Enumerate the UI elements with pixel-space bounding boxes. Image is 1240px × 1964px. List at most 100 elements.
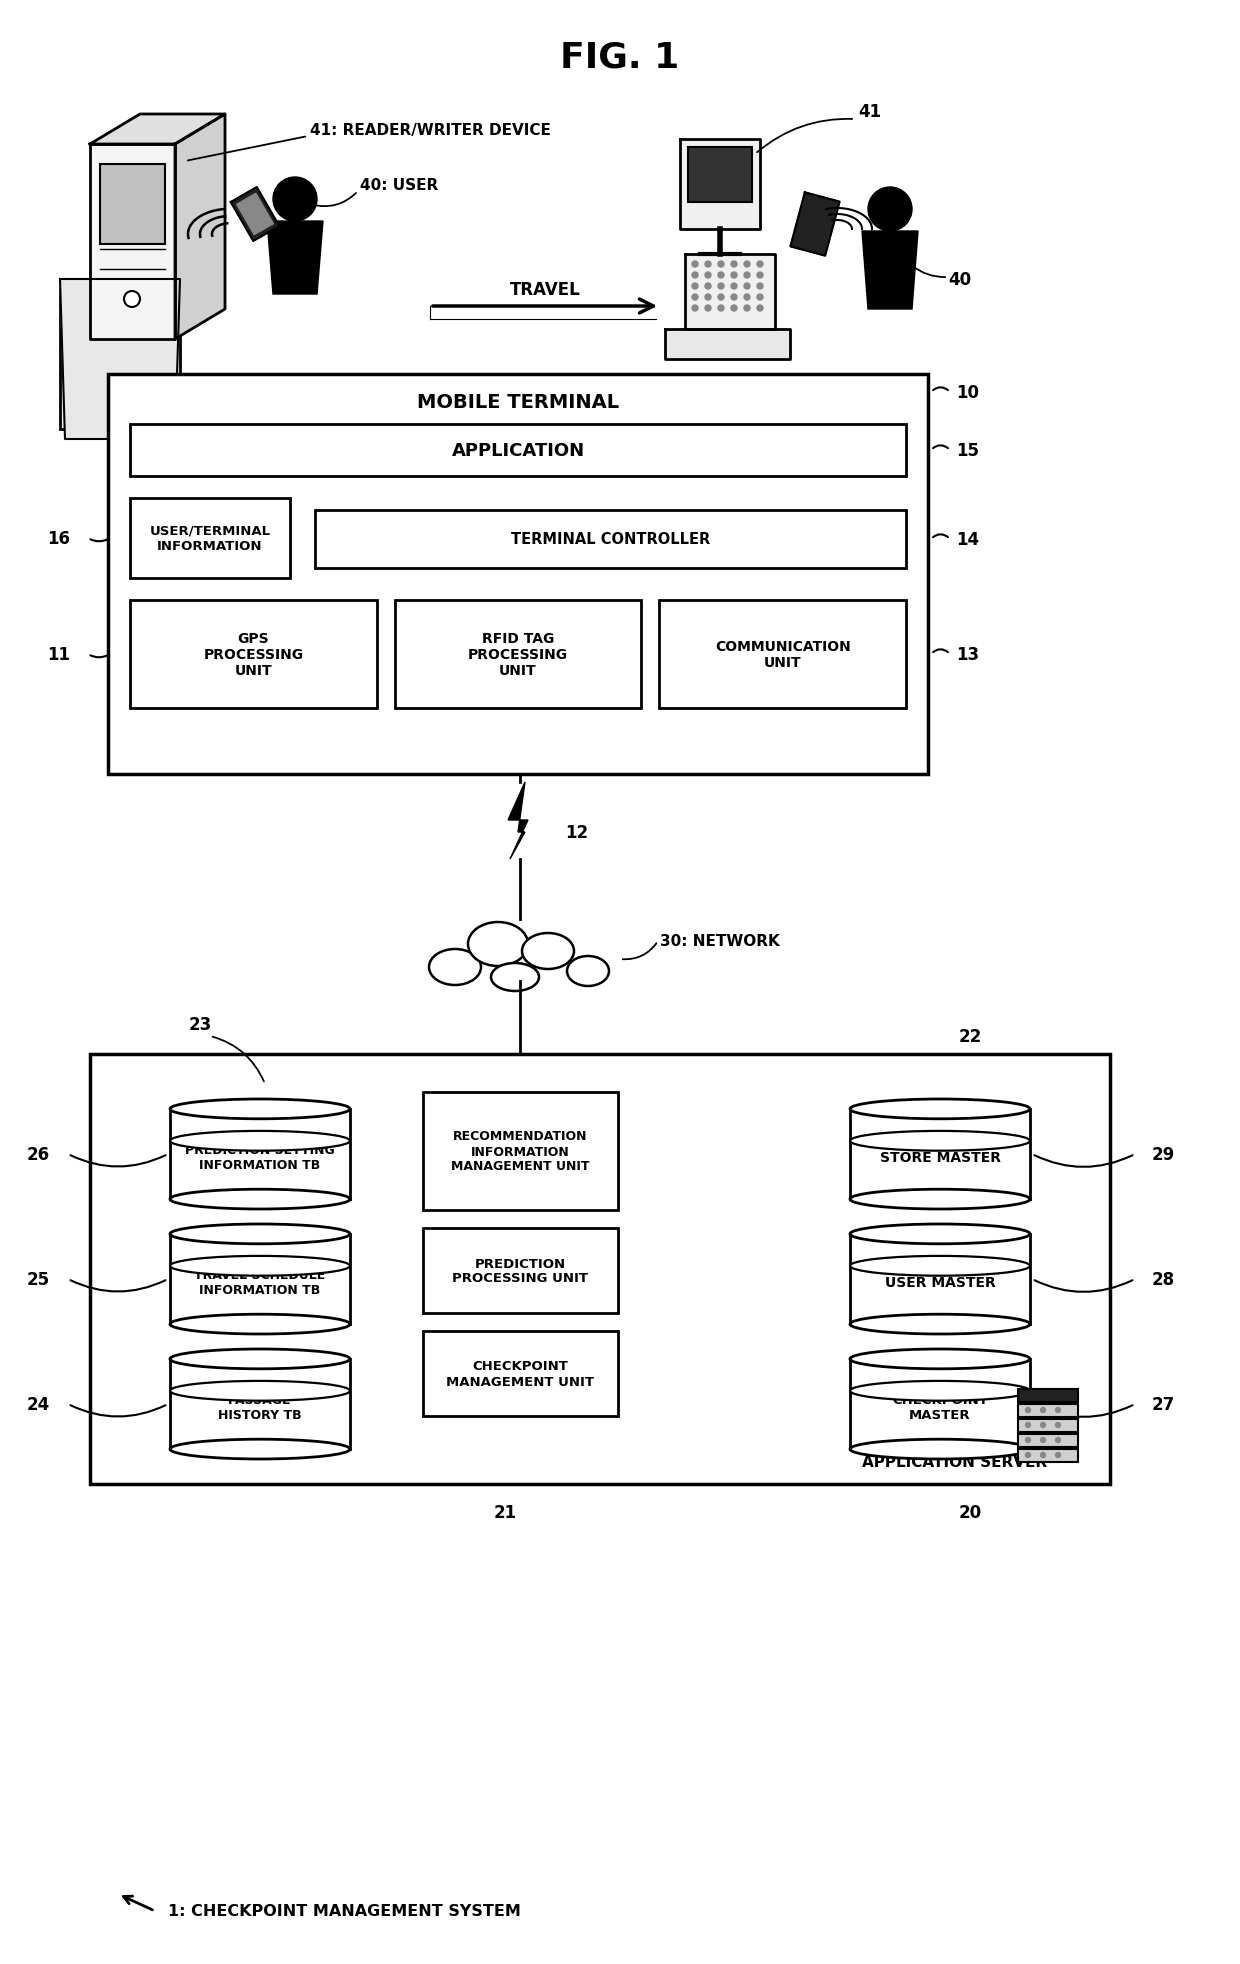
Polygon shape [237, 194, 273, 236]
Circle shape [692, 295, 698, 300]
Circle shape [718, 285, 724, 291]
Bar [315, 511, 906, 570]
Bar [849, 1359, 1030, 1449]
Circle shape [692, 285, 698, 291]
Bar [170, 1233, 350, 1324]
Text: 24: 24 [27, 1394, 50, 1414]
Circle shape [1055, 1438, 1060, 1444]
Text: 41: 41 [858, 102, 882, 122]
Circle shape [692, 261, 698, 267]
Bar [1018, 1420, 1078, 1432]
Circle shape [1040, 1408, 1045, 1412]
Circle shape [744, 273, 750, 279]
Text: MOBILE TERMINAL: MOBILE TERMINAL [417, 393, 619, 412]
Text: 41: READER/WRITER DEVICE: 41: READER/WRITER DEVICE [310, 122, 551, 137]
Circle shape [732, 285, 737, 291]
Circle shape [718, 261, 724, 267]
Text: PASSAGE
HISTORY TB: PASSAGE HISTORY TB [218, 1392, 301, 1422]
Circle shape [732, 306, 737, 312]
Bar [423, 1332, 618, 1416]
Text: 15: 15 [956, 442, 980, 460]
Polygon shape [684, 255, 775, 330]
Ellipse shape [170, 1440, 350, 1459]
Polygon shape [665, 330, 790, 359]
Circle shape [744, 261, 750, 267]
Ellipse shape [170, 1190, 350, 1210]
Text: USER MASTER: USER MASTER [884, 1275, 996, 1288]
Text: 1: CHECKPOINT MANAGEMENT SYSTEM: 1: CHECKPOINT MANAGEMENT SYSTEM [167, 1903, 521, 1919]
Text: 14: 14 [956, 530, 980, 548]
Text: 22: 22 [959, 1027, 982, 1045]
Text: 11: 11 [47, 646, 69, 664]
Text: 28: 28 [1152, 1271, 1176, 1288]
Ellipse shape [170, 1100, 350, 1119]
Circle shape [692, 306, 698, 312]
Ellipse shape [849, 1314, 1030, 1334]
Text: TRAVEL SCHEDULE
INFORMATION TB: TRAVEL SCHEDULE INFORMATION TB [195, 1269, 326, 1296]
Ellipse shape [849, 1224, 1030, 1243]
Circle shape [1040, 1453, 1045, 1457]
Circle shape [706, 273, 711, 279]
Bar [1018, 1404, 1078, 1418]
Bar [849, 1110, 1030, 1200]
Text: TRAVEL: TRAVEL [510, 281, 580, 299]
Circle shape [1055, 1422, 1060, 1428]
Circle shape [1040, 1422, 1045, 1428]
Circle shape [1025, 1408, 1030, 1412]
Bar [91, 1055, 1110, 1485]
Text: 13: 13 [956, 646, 980, 664]
Text: PREDICTION SETTING
INFORMATION TB: PREDICTION SETTING INFORMATION TB [185, 1143, 335, 1171]
Text: 25: 25 [27, 1271, 50, 1288]
Text: RFID TAG
PROCESSING
UNIT: RFID TAG PROCESSING UNIT [467, 632, 568, 678]
Polygon shape [91, 145, 175, 340]
Text: FIG. 1: FIG. 1 [560, 41, 680, 75]
Text: 12: 12 [565, 823, 588, 841]
Text: APPLICATION: APPLICATION [451, 442, 584, 460]
Polygon shape [60, 279, 180, 440]
Polygon shape [231, 189, 279, 242]
Text: GPS
PROCESSING
UNIT: GPS PROCESSING UNIT [203, 632, 304, 678]
Text: CHECKPOINT
MANAGEMENT UNIT: CHECKPOINT MANAGEMENT UNIT [446, 1359, 594, 1389]
Ellipse shape [849, 1100, 1030, 1119]
Circle shape [706, 295, 711, 300]
Text: 23: 23 [188, 1015, 212, 1033]
Ellipse shape [567, 956, 609, 986]
Text: USER/TERMINAL
INFORMATION: USER/TERMINAL INFORMATION [150, 524, 270, 552]
Circle shape [706, 285, 711, 291]
Circle shape [756, 285, 763, 291]
Bar [130, 499, 290, 579]
Polygon shape [508, 782, 528, 860]
Bar [1018, 1449, 1078, 1463]
Circle shape [718, 295, 724, 300]
Polygon shape [790, 192, 839, 257]
Ellipse shape [170, 1131, 350, 1151]
Circle shape [1055, 1408, 1060, 1412]
Circle shape [124, 293, 140, 308]
Polygon shape [91, 116, 224, 145]
Text: 21: 21 [494, 1502, 517, 1522]
Bar [423, 1228, 618, 1314]
Circle shape [744, 295, 750, 300]
Circle shape [1040, 1438, 1045, 1444]
Circle shape [732, 295, 737, 300]
Text: APPLICATION SERVER: APPLICATION SERVER [863, 1455, 1048, 1469]
Bar [1018, 1434, 1078, 1447]
Bar [108, 375, 928, 774]
Ellipse shape [170, 1381, 350, 1400]
Circle shape [273, 179, 317, 222]
Circle shape [744, 285, 750, 291]
Circle shape [706, 261, 711, 267]
Bar [423, 1092, 618, 1210]
Polygon shape [175, 116, 224, 340]
Text: 10: 10 [956, 383, 980, 403]
Polygon shape [267, 222, 322, 295]
Ellipse shape [170, 1224, 350, 1243]
Ellipse shape [522, 933, 574, 970]
Circle shape [706, 306, 711, 312]
Bar [394, 601, 641, 709]
Ellipse shape [170, 1349, 350, 1369]
Ellipse shape [491, 964, 539, 992]
Circle shape [718, 306, 724, 312]
Circle shape [732, 273, 737, 279]
Ellipse shape [849, 1190, 1030, 1210]
